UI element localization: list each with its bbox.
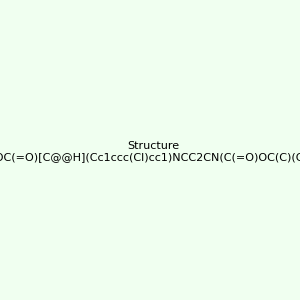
Text: Structure
COC(=O)[C@@H](Cc1ccc(Cl)cc1)NCC2CN(C(=O)OC(C)(C)C): Structure COC(=O)[C@@H](Cc1ccc(Cl)cc1)NC… xyxy=(0,141,300,162)
